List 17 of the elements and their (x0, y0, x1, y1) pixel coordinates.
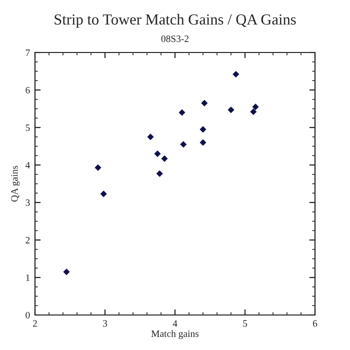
x-tick-label: 4 (172, 320, 178, 327)
y-tick-label: 5 (26, 124, 30, 131)
x-tick-label: 2 (32, 320, 37, 327)
y-tick-label: 2 (26, 236, 30, 244)
x-axis-title: Match gains (151, 330, 199, 339)
chart-title: Strip to Tower Match Gains / QA Gains (54, 14, 296, 28)
x-tick-label: 6 (312, 320, 318, 327)
y-axis-title: QA gains (11, 166, 20, 202)
x-tick-label: 5 (243, 320, 248, 327)
x-tick-label: 3 (103, 320, 108, 327)
y-tick-label: 0 (26, 312, 30, 318)
y-tick-label: 1 (26, 274, 30, 281)
y-tick-label: 7 (26, 50, 30, 56)
y-tick-label: 3 (26, 199, 30, 206)
y-tick-label: 6 (26, 86, 30, 94)
y-tick-label: 4 (25, 162, 30, 168)
chart-subtitle: 08S3-2 (161, 36, 189, 42)
